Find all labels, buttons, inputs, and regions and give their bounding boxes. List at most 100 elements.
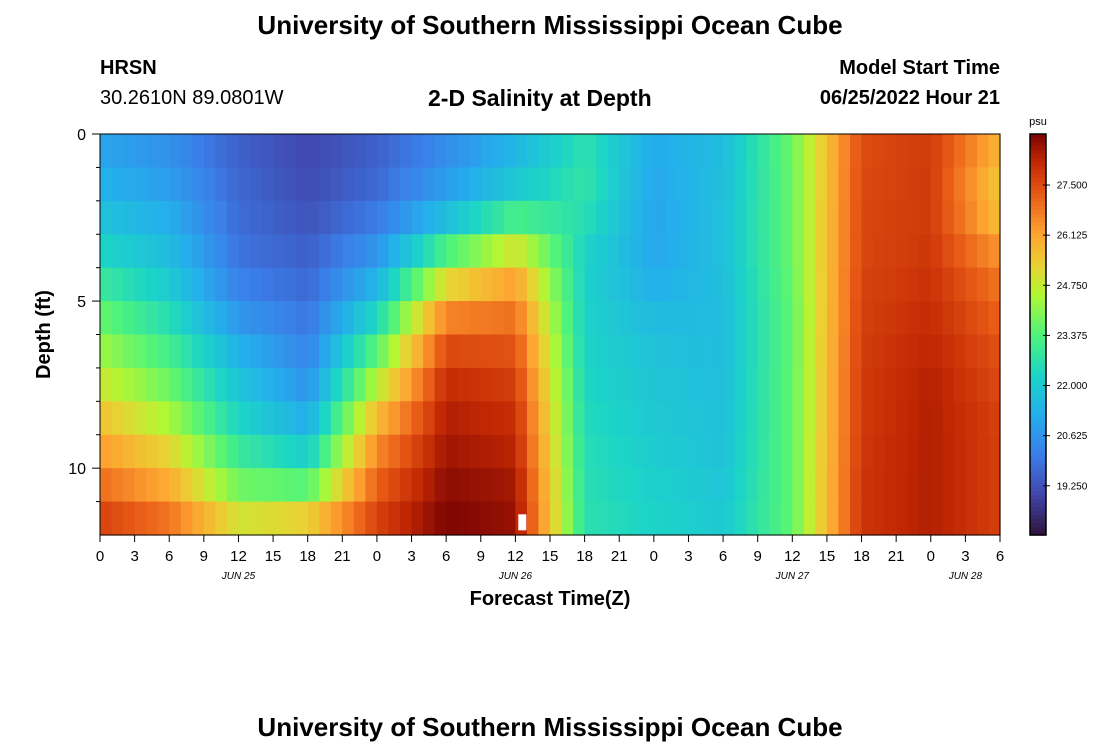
heatmap-cell xyxy=(538,434,551,469)
x-tick-label: 0 xyxy=(927,548,935,565)
heatmap-cell xyxy=(100,334,113,369)
heatmap-cell xyxy=(100,501,113,536)
heatmap-cell xyxy=(838,401,851,436)
heatmap-cell xyxy=(261,468,274,503)
heatmap-cell xyxy=(261,167,274,202)
colorbar-segment xyxy=(1030,414,1046,420)
heatmap-cell xyxy=(584,334,597,369)
colorbar-segment xyxy=(1030,142,1046,147)
heatmap-cell xyxy=(769,334,782,369)
heatmap-cell xyxy=(676,301,690,336)
heatmap-cell xyxy=(884,200,897,235)
heatmap-cell xyxy=(619,267,632,302)
heatmap-cell xyxy=(446,134,459,169)
heatmap-cell xyxy=(192,401,205,436)
heatmap-cell xyxy=(400,334,413,369)
heatmap-cell xyxy=(965,301,978,336)
colorbar-segment xyxy=(1030,386,1046,392)
colorbar-segment xyxy=(1030,430,1046,436)
heatmap-cell xyxy=(342,134,355,169)
heatmap-cell xyxy=(803,200,816,235)
heatmap-cell xyxy=(861,267,874,302)
heatmap-cell xyxy=(284,468,297,503)
heatmap-cell xyxy=(238,501,251,536)
colorbar-segment xyxy=(1030,446,1046,452)
heatmap-cell xyxy=(942,200,955,235)
heatmap-cell xyxy=(503,367,516,402)
heatmap-cell xyxy=(757,367,770,402)
heatmap-cell xyxy=(469,468,482,503)
colorbar-segment xyxy=(1030,278,1046,283)
heatmap-cell xyxy=(688,334,701,369)
heatmap-cell xyxy=(515,167,528,202)
page-title: University of Southern Mississippi Ocean… xyxy=(257,10,843,40)
heatmap-cell xyxy=(446,167,459,202)
heatmap-cell xyxy=(803,167,816,202)
heatmap-cell xyxy=(273,501,286,536)
heatmap-cell xyxy=(619,134,632,169)
heatmap-cell xyxy=(561,434,574,469)
heatmap-cell xyxy=(100,134,113,169)
heatmap-cell xyxy=(273,234,286,269)
heatmap-cell xyxy=(642,301,655,336)
heatmap-cell xyxy=(330,401,343,436)
heatmap-cell xyxy=(896,301,909,336)
heatmap-cell xyxy=(573,134,586,169)
heatmap-cell xyxy=(700,401,713,436)
y-tick-label: 0 xyxy=(77,127,86,144)
heatmap-cell xyxy=(503,200,516,235)
heatmap-cell xyxy=(988,167,1001,202)
heatmap-cell xyxy=(134,301,147,336)
heatmap-cell xyxy=(676,401,690,436)
heatmap-cell xyxy=(561,134,574,169)
heatmap-cell xyxy=(226,401,240,436)
heatmap-cell xyxy=(284,367,297,402)
heatmap-cell xyxy=(619,468,632,503)
heatmap-cell xyxy=(273,267,286,302)
colorbar-segment xyxy=(1030,134,1046,139)
heatmap-cell xyxy=(330,200,343,235)
heatmap-cell xyxy=(907,401,920,436)
heatmap-cell xyxy=(596,167,609,202)
heatmap-cell xyxy=(111,334,124,369)
heatmap-cell xyxy=(100,367,113,402)
heatmap-cell xyxy=(884,234,897,269)
heatmap-cell xyxy=(596,234,609,269)
heatmap-cell xyxy=(261,200,274,235)
heatmap-cell xyxy=(538,401,551,436)
colorbar-segment xyxy=(1030,450,1046,456)
x-tick-label: 0 xyxy=(650,548,658,565)
heatmap-cell xyxy=(134,367,147,402)
heatmap-cell xyxy=(953,167,966,202)
colorbar-segment xyxy=(1030,334,1046,340)
heatmap-cell xyxy=(826,167,840,202)
heatmap-cell xyxy=(861,134,874,169)
heatmap-cell xyxy=(157,401,170,436)
x-tick-label: 15 xyxy=(542,548,559,565)
colorbar-segment xyxy=(1030,218,1046,223)
colorbar-segment xyxy=(1030,498,1046,504)
heatmap-cell xyxy=(653,401,666,436)
colorbar-segment xyxy=(1030,358,1046,364)
heatmap-cell xyxy=(619,301,632,336)
colorbar-segment xyxy=(1030,510,1046,516)
colorbar-segment xyxy=(1030,486,1046,492)
colorbar-segment xyxy=(1030,318,1046,324)
heatmap-cell xyxy=(688,301,701,336)
heatmap-cell xyxy=(330,367,343,402)
heatmap-cell xyxy=(965,267,978,302)
heatmap-cell xyxy=(503,434,516,469)
heatmap-cell xyxy=(573,468,586,503)
heatmap-cell xyxy=(469,501,482,536)
heatmap-cell xyxy=(319,434,332,469)
x-date-label: JUN 28 xyxy=(948,571,983,582)
heatmap-cell xyxy=(538,167,551,202)
heatmap-cell xyxy=(873,200,886,235)
heatmap-cell xyxy=(746,134,759,169)
heatmap-cell xyxy=(434,200,447,235)
heatmap-cell xyxy=(780,501,793,536)
heatmap-cell xyxy=(273,301,286,336)
heatmap-cell xyxy=(515,401,528,436)
heatmap-cell xyxy=(850,267,863,302)
heatmap-cell xyxy=(180,167,193,202)
